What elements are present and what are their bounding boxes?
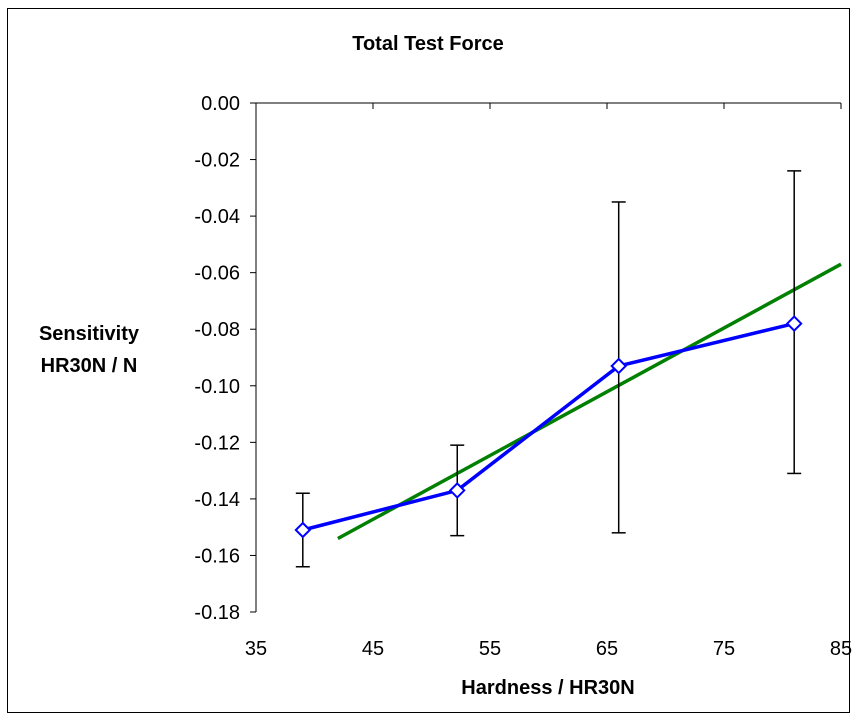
x-tick-label: 45 xyxy=(362,638,384,660)
y-tick-label: -0.12 xyxy=(194,432,240,454)
y-axis-title: Sensitivity HR30N / N xyxy=(39,323,140,377)
data-point xyxy=(785,315,803,332)
trendline xyxy=(337,262,842,541)
y-axis-title-line-1: Sensitivity xyxy=(39,323,140,345)
series-line xyxy=(302,321,795,532)
x-tick-label: 35 xyxy=(245,638,267,660)
x-tick-label: 85 xyxy=(830,638,852,660)
x-tick-label: 65 xyxy=(596,638,618,660)
x-tick-label: 75 xyxy=(713,638,735,660)
y-tick-label: -0.06 xyxy=(194,263,240,285)
data-point xyxy=(610,357,628,375)
y-tick-label: -0.10 xyxy=(194,376,240,398)
data-point xyxy=(448,481,466,499)
chart-title: Total Test Force xyxy=(352,33,504,55)
y-axis-title-line-2: HR30N / N xyxy=(41,355,138,377)
x-tick-label: 55 xyxy=(479,638,501,660)
y-tick-label: -0.04 xyxy=(194,206,240,228)
y-tick-label: -0.02 xyxy=(194,150,240,172)
y-tick-label: 0.00 xyxy=(201,93,240,115)
chart-frame xyxy=(7,8,850,713)
data-point xyxy=(294,521,312,539)
y-tick-label: -0.08 xyxy=(194,319,240,341)
y-tick-label: -0.18 xyxy=(194,602,240,624)
y-tick-label: -0.14 xyxy=(194,489,240,511)
y-tick-label: -0.16 xyxy=(194,545,240,567)
x-axis-title: Hardness / HR30N xyxy=(461,677,634,699)
